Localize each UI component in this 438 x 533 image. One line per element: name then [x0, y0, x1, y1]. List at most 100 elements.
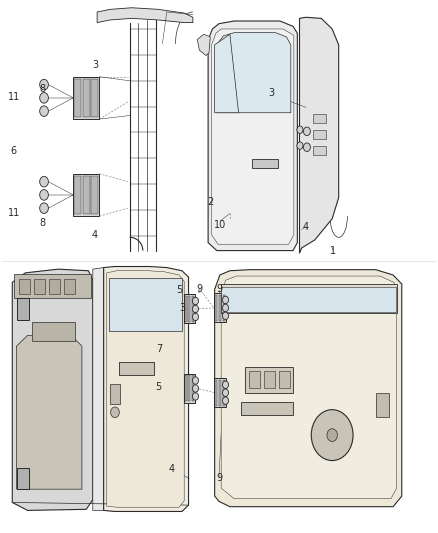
Bar: [219, 295, 221, 321]
Polygon shape: [215, 34, 239, 113]
Circle shape: [223, 312, 229, 319]
Bar: [252, 159, 278, 168]
Bar: [92, 79, 99, 117]
Bar: [219, 379, 221, 406]
Bar: [188, 296, 191, 322]
Circle shape: [327, 429, 337, 441]
Text: 9: 9: [196, 284, 202, 294]
Polygon shape: [197, 34, 210, 55]
Text: 10: 10: [214, 220, 226, 230]
Bar: [264, 372, 275, 389]
Circle shape: [223, 389, 229, 397]
Bar: [185, 296, 187, 322]
Text: 3: 3: [92, 60, 98, 70]
Circle shape: [40, 93, 48, 103]
Polygon shape: [221, 276, 396, 499]
Polygon shape: [217, 33, 291, 113]
Circle shape: [192, 377, 198, 384]
Bar: [214, 378, 226, 407]
Text: 5: 5: [176, 285, 182, 295]
Bar: [241, 402, 293, 415]
Polygon shape: [93, 268, 104, 511]
Bar: [376, 393, 389, 417]
Bar: [73, 174, 99, 216]
Bar: [17, 468, 29, 489]
Circle shape: [192, 313, 198, 320]
Text: 9: 9: [216, 473, 222, 482]
Circle shape: [40, 106, 48, 116]
Circle shape: [223, 381, 229, 389]
Text: 8: 8: [40, 84, 46, 94]
Bar: [223, 295, 225, 321]
Circle shape: [311, 410, 353, 461]
Text: 4: 4: [92, 230, 98, 240]
Text: 11: 11: [8, 208, 21, 219]
Polygon shape: [107, 271, 184, 507]
Bar: [249, 372, 260, 389]
Circle shape: [40, 203, 48, 214]
Bar: [17, 298, 29, 319]
Text: 2: 2: [207, 197, 213, 207]
Bar: [64, 279, 75, 294]
Text: 1: 1: [330, 246, 336, 256]
Bar: [83, 79, 90, 117]
Bar: [313, 130, 326, 139]
Circle shape: [223, 397, 229, 405]
Text: 7: 7: [156, 344, 162, 354]
Bar: [92, 176, 99, 214]
Bar: [279, 372, 290, 389]
Bar: [192, 375, 194, 401]
Circle shape: [192, 297, 198, 305]
Circle shape: [40, 79, 48, 90]
Bar: [32, 322, 75, 341]
Text: 3: 3: [179, 303, 185, 313]
Bar: [184, 294, 195, 324]
Bar: [110, 278, 183, 331]
Circle shape: [304, 127, 311, 135]
Bar: [313, 146, 326, 155]
Bar: [83, 176, 90, 214]
Bar: [245, 367, 293, 393]
Text: 3: 3: [268, 87, 274, 98]
Polygon shape: [212, 29, 294, 244]
Text: 9: 9: [216, 284, 222, 294]
Bar: [188, 375, 191, 401]
Bar: [313, 114, 326, 123]
Bar: [73, 77, 99, 118]
Bar: [223, 379, 225, 406]
Circle shape: [297, 142, 303, 149]
Circle shape: [111, 407, 119, 418]
Bar: [185, 375, 187, 401]
Circle shape: [297, 126, 303, 133]
Polygon shape: [17, 335, 82, 489]
Polygon shape: [97, 8, 193, 22]
Text: 4: 4: [169, 464, 175, 474]
Bar: [74, 79, 81, 117]
Bar: [19, 279, 30, 294]
Polygon shape: [208, 21, 297, 251]
Circle shape: [40, 176, 48, 187]
Text: 8: 8: [40, 218, 46, 228]
Bar: [74, 176, 81, 214]
Bar: [49, 279, 60, 294]
Text: 11: 11: [8, 92, 21, 102]
Bar: [221, 287, 396, 312]
Text: 5: 5: [155, 382, 161, 392]
Bar: [119, 362, 154, 375]
Circle shape: [40, 190, 48, 200]
Polygon shape: [215, 270, 402, 507]
Bar: [215, 379, 217, 406]
Bar: [184, 374, 195, 403]
Circle shape: [223, 304, 229, 312]
Text: 4: 4: [303, 222, 309, 232]
Bar: [14, 274, 91, 298]
Polygon shape: [104, 266, 188, 512]
Circle shape: [192, 385, 198, 392]
Bar: [110, 384, 120, 405]
Bar: [192, 296, 194, 322]
Circle shape: [304, 143, 311, 151]
Bar: [221, 284, 396, 313]
Circle shape: [223, 296, 229, 304]
Text: 6: 6: [11, 146, 17, 156]
Polygon shape: [300, 17, 339, 253]
